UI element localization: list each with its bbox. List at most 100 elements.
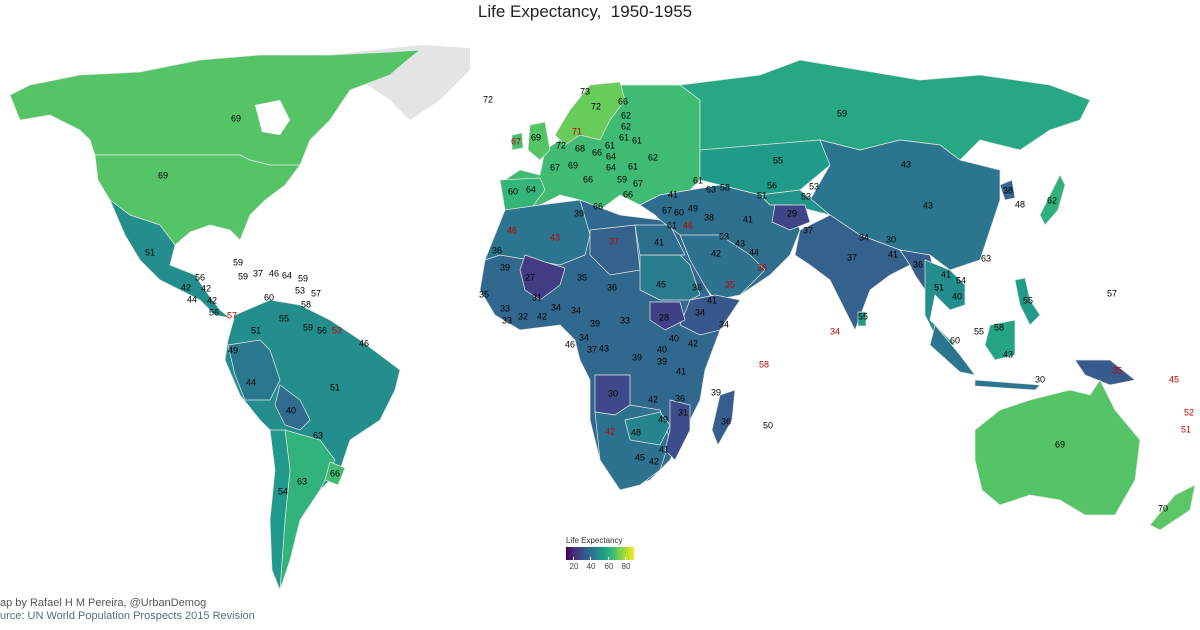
country-region <box>274 384 311 431</box>
value-label: 42 <box>688 338 698 348</box>
value-label: 58 <box>759 359 769 369</box>
value-label: 61 <box>628 161 638 171</box>
value-label: 30 <box>1035 374 1045 384</box>
value-label: 56 <box>209 307 219 317</box>
value-label: 64 <box>282 270 292 280</box>
value-label: 32 <box>518 311 528 321</box>
value-label: 41 <box>676 366 686 376</box>
value-label: 53 <box>295 285 305 295</box>
value-label: 45 <box>635 452 645 462</box>
value-label: 33 <box>620 315 630 325</box>
legend-tick: 60 <box>604 562 614 571</box>
value-label: 53 <box>809 181 819 191</box>
country-region <box>639 254 701 301</box>
value-label: 42 <box>648 394 658 404</box>
value-label: 44 <box>187 294 197 304</box>
value-label: 63 <box>313 430 323 440</box>
value-label: 66 <box>618 96 628 106</box>
value-label: 61 <box>605 140 615 150</box>
value-label: 29 <box>787 208 797 218</box>
country-region <box>269 429 291 591</box>
value-label: 49 <box>228 345 238 355</box>
value-label: 61 <box>619 132 629 142</box>
value-label: 43 <box>1003 349 1013 359</box>
value-label: 40 <box>657 344 667 354</box>
value-label: 42 <box>181 282 191 292</box>
value-label: 59 <box>298 273 308 283</box>
value-label: 53 <box>719 231 729 241</box>
value-label: 55 <box>279 313 289 323</box>
country-region <box>974 379 1141 516</box>
value-label: 48 <box>631 427 641 437</box>
value-label: 37 <box>253 268 263 278</box>
value-label: 51 <box>1181 424 1191 434</box>
value-label: 31 <box>678 407 688 417</box>
country-region <box>924 259 966 346</box>
value-label: 40 <box>669 333 679 343</box>
legend-tick-mark <box>590 557 591 560</box>
value-label: 72 <box>556 140 566 150</box>
value-label: 36 <box>692 282 702 292</box>
country-region <box>9 49 422 171</box>
value-label: 53 <box>801 191 811 201</box>
country-region <box>527 121 551 161</box>
value-label: 27 <box>525 272 535 282</box>
value-label: 62 <box>621 110 631 120</box>
value-label: 41 <box>941 269 951 279</box>
value-label: 39 <box>500 262 510 272</box>
value-label: 59 <box>617 174 627 184</box>
country-region <box>1014 277 1041 326</box>
value-label: 59 <box>238 271 248 281</box>
value-label: 51 <box>330 382 340 392</box>
value-label: 30 <box>886 234 896 244</box>
legend-tick-mark <box>625 557 626 560</box>
value-label: 39 <box>711 387 721 397</box>
value-label: 41 <box>707 295 717 305</box>
value-label: 69 <box>231 113 241 123</box>
value-label: 62 <box>648 152 658 162</box>
value-label: 34 <box>719 319 729 329</box>
value-label: 40 <box>952 291 962 301</box>
value-label: 67 <box>511 136 521 146</box>
country-region <box>794 214 911 331</box>
value-label: 58 <box>301 299 311 309</box>
value-label: 51 <box>757 190 767 200</box>
value-label: 43 <box>550 232 560 242</box>
value-label: 60 <box>674 207 684 217</box>
value-label: 44 <box>246 377 256 387</box>
country-regions <box>9 45 1196 592</box>
author-credit: ap by Rafael H M Pereira, @UrbanDemog <box>0 597 207 609</box>
value-label: 35 <box>577 272 587 282</box>
value-label: 69 <box>568 160 578 170</box>
value-label: 34 <box>859 232 869 242</box>
value-label: 59 <box>837 108 847 118</box>
value-label: 39 <box>590 318 600 328</box>
value-label: 39 <box>657 356 667 366</box>
value-label: 62 <box>621 121 631 131</box>
value-label: 37 <box>847 252 857 262</box>
value-label: 39 <box>632 352 642 362</box>
value-label: 60 <box>508 186 518 196</box>
value-label: 61 <box>693 175 703 185</box>
value-label: 53 <box>332 325 342 335</box>
value-label: 45 <box>1169 374 1179 384</box>
country-region <box>554 81 626 146</box>
value-label: 49 <box>688 203 698 213</box>
value-label: 60 <box>950 335 960 345</box>
value-label: 42 <box>649 456 659 466</box>
country-region <box>589 224 641 276</box>
value-label: 40 <box>286 405 296 415</box>
value-label: 28 <box>659 312 669 322</box>
value-label: 64 <box>606 162 616 172</box>
value-label: 56 <box>317 325 327 335</box>
value-label: 52 <box>1184 407 1194 417</box>
value-label: 36 <box>721 416 731 426</box>
value-label: 60 <box>264 292 274 302</box>
value-label: 31 <box>532 292 542 302</box>
value-label: 36 <box>492 245 502 255</box>
value-label: 69 <box>531 132 541 142</box>
value-label: 54 <box>956 275 966 285</box>
country-region <box>511 132 524 151</box>
value-label: 46 <box>683 220 693 230</box>
value-label: 50 <box>763 420 773 430</box>
